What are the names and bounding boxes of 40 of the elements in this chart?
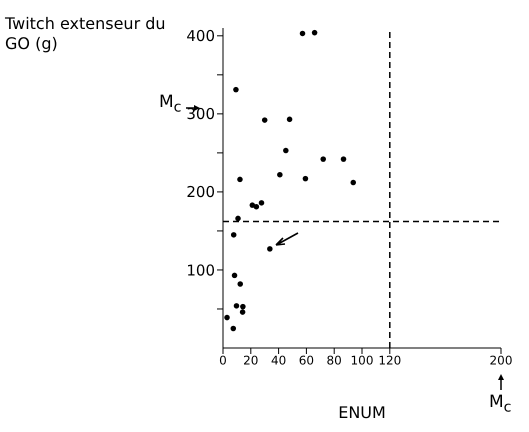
y-axis-title: Twitch extenseur du GO (g) xyxy=(5,14,167,54)
point xyxy=(240,309,246,315)
x-tick-label: 120 xyxy=(378,354,402,368)
point xyxy=(302,176,308,182)
x-tick-label: 80 xyxy=(326,354,342,368)
point xyxy=(312,30,318,36)
point xyxy=(340,156,346,162)
point xyxy=(232,272,238,278)
x-tick-label: 20 xyxy=(243,354,258,368)
point xyxy=(237,176,243,182)
point xyxy=(320,156,326,162)
x-tick-label: 0 xyxy=(219,354,227,368)
text: M$_{c}$ xyxy=(159,92,182,116)
point xyxy=(283,148,289,154)
text: M$_{c}$ xyxy=(489,392,512,416)
point xyxy=(262,117,268,123)
x-tick-label: 200 xyxy=(490,354,512,368)
point xyxy=(350,180,356,186)
x-tick-label: 40 xyxy=(270,354,286,368)
point xyxy=(267,246,273,252)
point xyxy=(233,86,239,92)
point xyxy=(300,30,306,36)
point xyxy=(237,281,243,287)
point xyxy=(224,314,230,320)
point xyxy=(234,303,240,309)
y-tick-label: 400 xyxy=(186,27,215,46)
point xyxy=(230,326,236,332)
point xyxy=(286,116,292,122)
point xyxy=(235,216,241,222)
point xyxy=(254,204,260,210)
y-tick-label: 300 xyxy=(186,105,215,124)
x-tick-label: 100 xyxy=(350,354,374,368)
y-tick-label: 200 xyxy=(186,183,215,202)
point xyxy=(258,200,264,206)
y-tick-label: 100 xyxy=(186,261,215,280)
x-axis-title: ENUM xyxy=(338,403,386,422)
point xyxy=(230,232,236,238)
point xyxy=(277,172,283,178)
point xyxy=(240,304,246,310)
x-tick-label: 60 xyxy=(298,354,314,368)
